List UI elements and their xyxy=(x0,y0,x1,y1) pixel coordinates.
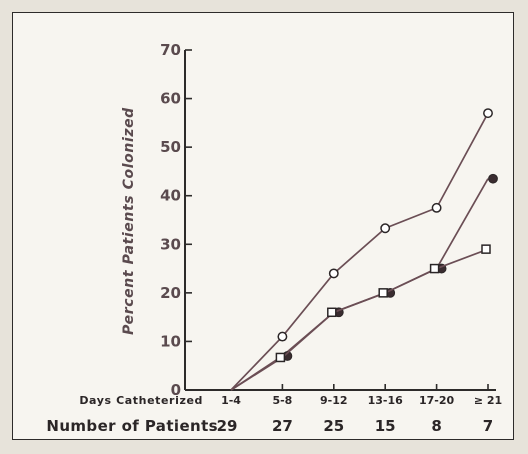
point-open-square-1 xyxy=(275,352,286,363)
x-tick-label-1: 5-8 xyxy=(272,394,292,407)
series-line-open-circle xyxy=(230,112,489,391)
y-tick-label-40: 40 xyxy=(160,187,181,205)
y-tick-label-50: 50 xyxy=(160,138,181,156)
x-tick-labels: 1-4 5-8 9-12 13-16 17-20 ≥ 21 xyxy=(221,394,502,407)
y-tick-label-30: 30 xyxy=(160,235,181,253)
axes xyxy=(184,50,496,391)
chart-frame: 0 10 20 30 40 50 60 70 Percent Patients Coloniz… xyxy=(12,12,514,440)
patient-count-3: 15 xyxy=(375,417,396,435)
x-tick-label-2: 9-12 xyxy=(320,394,348,407)
patient-count-5: 7 xyxy=(483,417,493,435)
y-ticks: 0 10 20 30 40 50 60 70 xyxy=(160,41,489,399)
point-open-circle-4 xyxy=(431,202,442,213)
y-tick-label-60: 60 xyxy=(160,90,181,108)
point-open-square-5 xyxy=(481,244,491,254)
point-open-square-2 xyxy=(327,307,337,318)
y-tick-label-70: 70 xyxy=(160,41,181,59)
point-open-circle-2 xyxy=(328,268,339,279)
y-tick-label-10: 10 xyxy=(160,332,181,350)
point-open-square-4 xyxy=(429,263,440,274)
y-axis-label: Percent Patients Colonized xyxy=(121,107,137,335)
y-tick-label-0: 0 xyxy=(171,381,181,399)
series-line-filled-circle xyxy=(230,178,489,391)
x-tick-label-3: 13-16 xyxy=(368,394,404,407)
x-tick-label-5: ≥ 21 xyxy=(474,394,502,407)
series-line-open-square xyxy=(230,248,489,391)
patient-count-labels: 29 27 25 15 8 7 xyxy=(217,417,494,435)
y-tick-label-20: 20 xyxy=(160,284,181,302)
point-open-circle-3 xyxy=(380,223,391,234)
x-tick-label-0: 1-4 xyxy=(221,394,241,407)
patient-count-2: 25 xyxy=(323,417,344,435)
series-layer xyxy=(230,108,498,391)
point-open-circle-5 xyxy=(483,108,493,119)
patients-row-label: Number of Patients xyxy=(46,417,218,435)
x-tick-label-4: 17-20 xyxy=(419,394,455,407)
point-open-circle-1 xyxy=(277,331,288,342)
patient-count-1: 27 xyxy=(272,417,293,435)
point-filled-circle-5 xyxy=(488,173,498,184)
point-open-square-3 xyxy=(378,288,388,298)
x-axis-label: Days Catheterized xyxy=(79,394,203,407)
patient-count-0: 29 xyxy=(217,417,238,435)
patient-count-4: 8 xyxy=(431,417,441,435)
line-chart: 0 10 20 30 40 50 60 70 Percent Patients Coloniz… xyxy=(46,41,502,435)
